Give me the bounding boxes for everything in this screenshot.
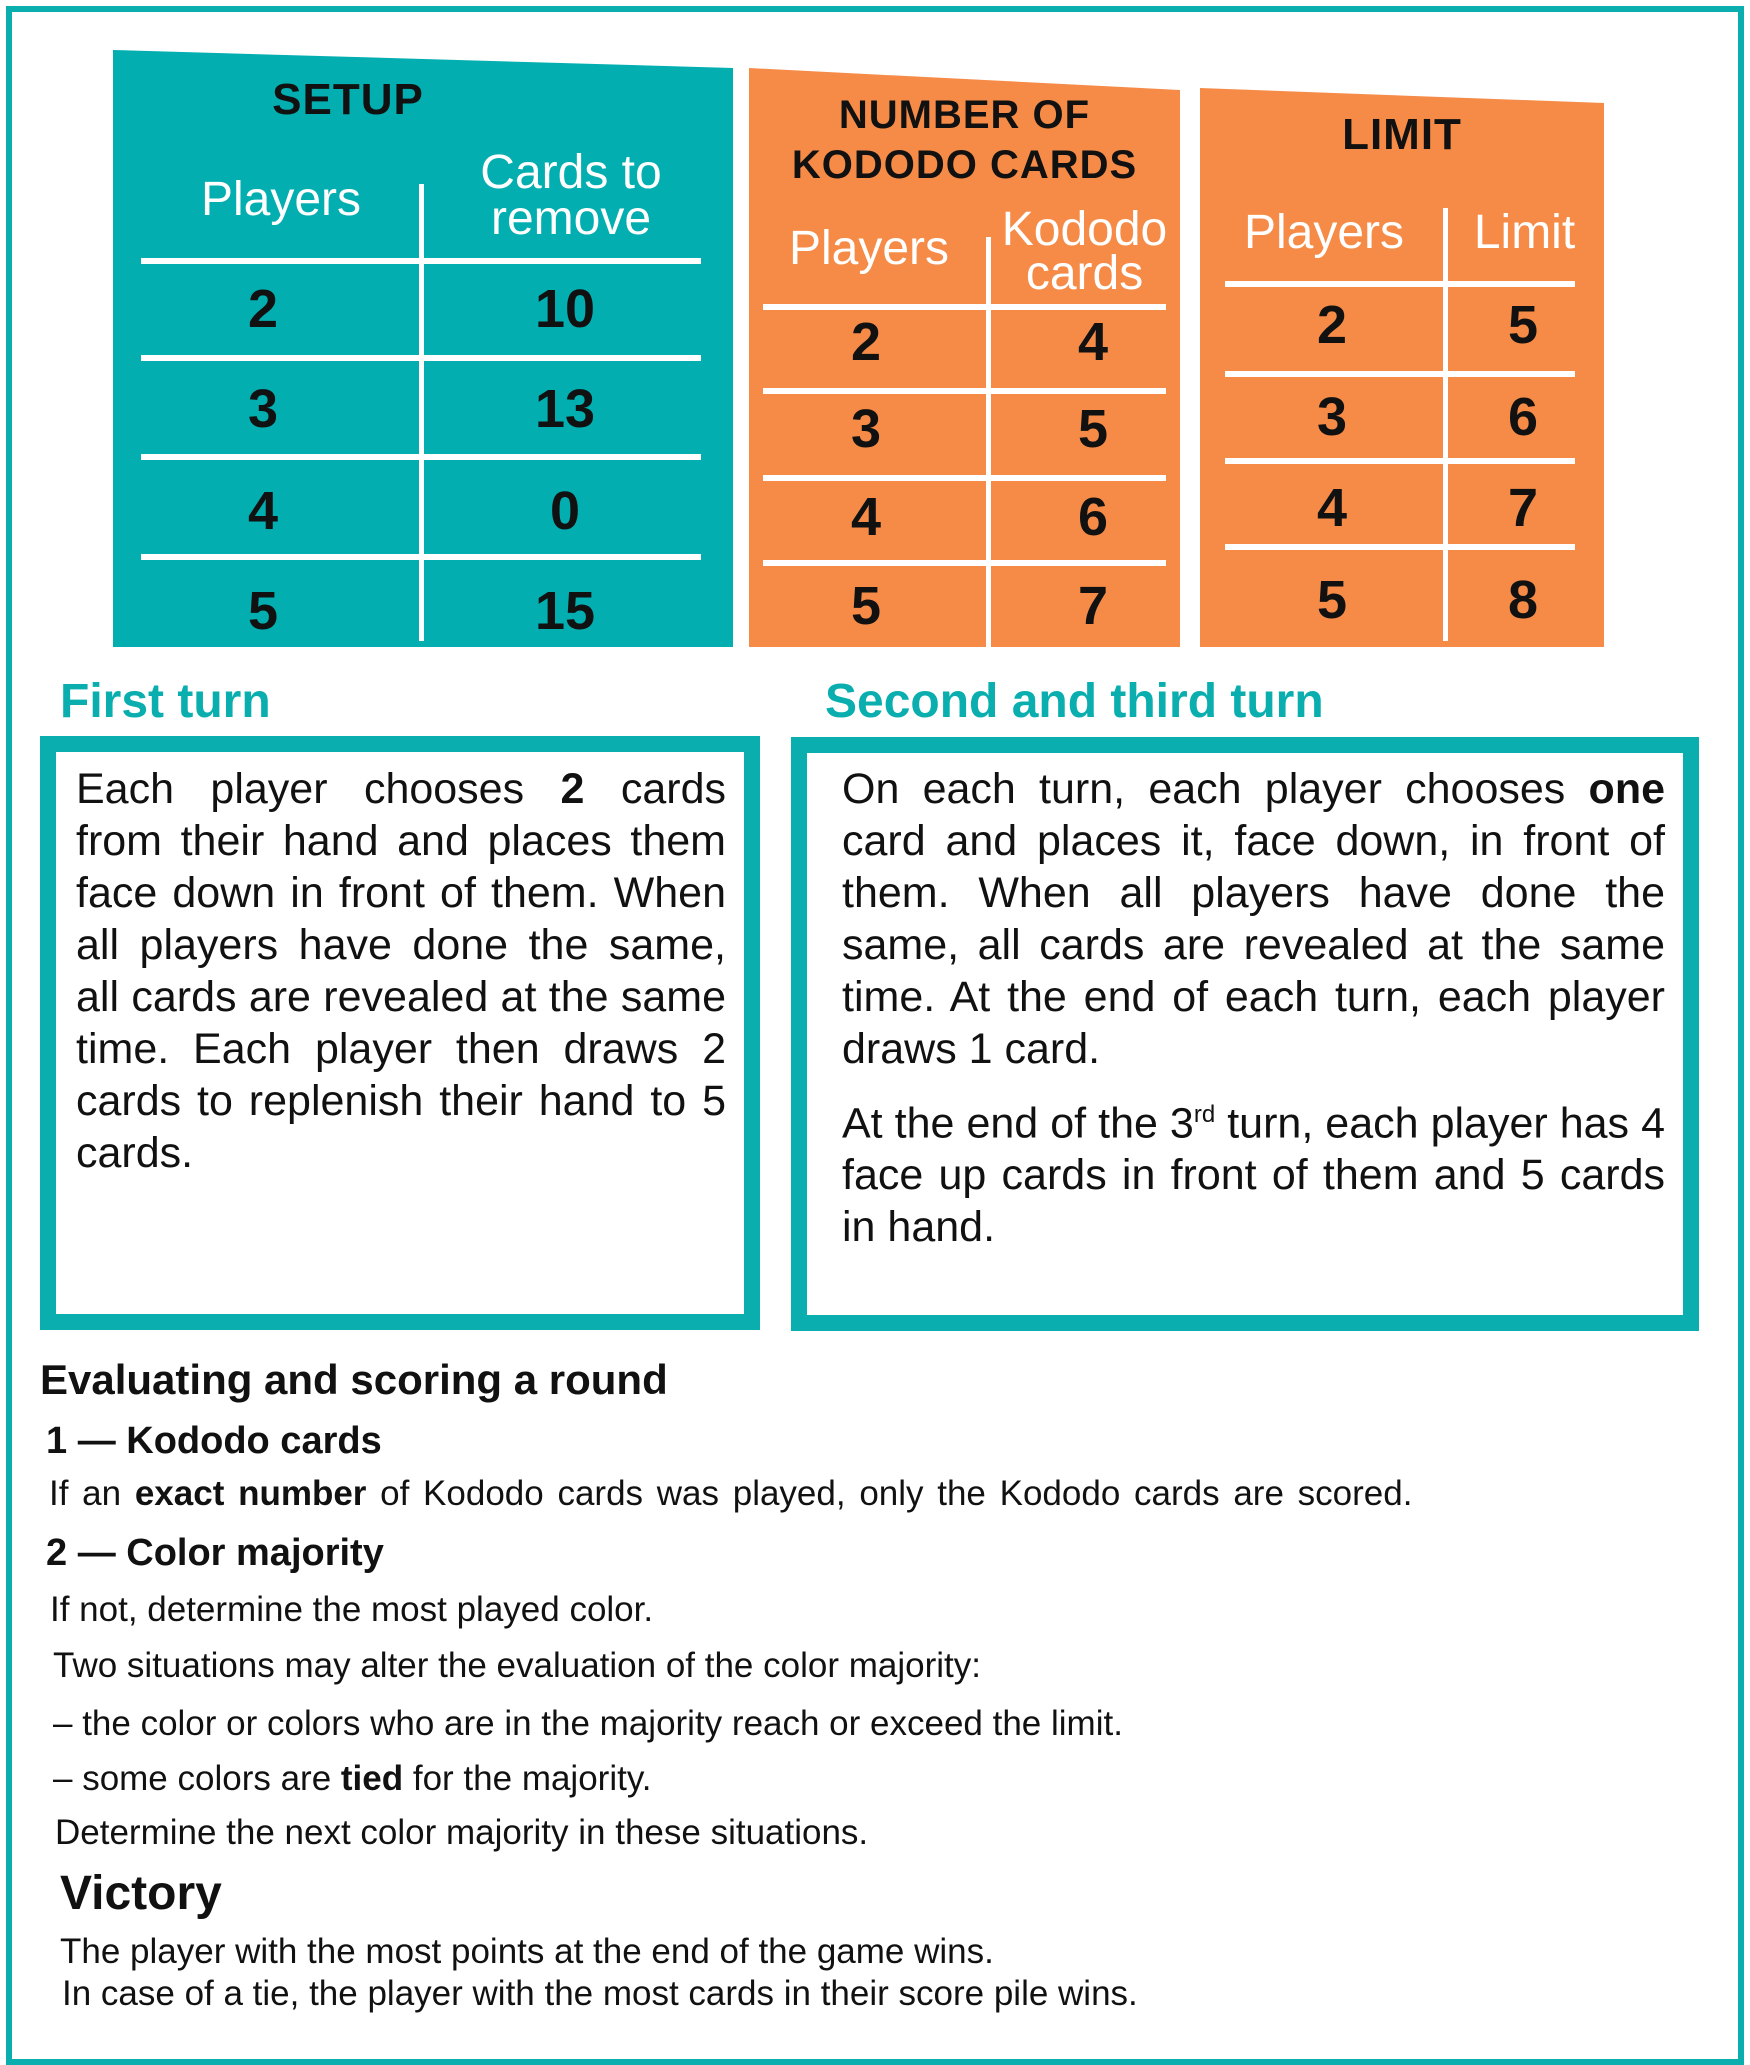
color-line-2: Two situations may alter the evaluation …: [53, 1646, 981, 1685]
cell: 5: [1077, 399, 1109, 459]
cell: 2: [850, 312, 882, 372]
cell: 3: [1316, 387, 1348, 447]
text: turn, each player has 4 face up cards in…: [842, 1099, 1665, 1252]
divider: [1225, 371, 1575, 377]
victory-line-2: In case of a tie, the player with the mo…: [62, 1974, 1138, 2013]
cell: 10: [534, 279, 596, 339]
color-line-4: – some colors are tied for the majority.: [53, 1759, 651, 1799]
color-section-heading: 2 — Color majority: [46, 1532, 384, 1574]
kododo-section-heading: 1 — Kododo cards: [46, 1420, 382, 1462]
cell: 0: [549, 481, 581, 541]
text: Each player chooses: [76, 765, 561, 813]
first-turn-box: [40, 736, 760, 1330]
text: cards from their hand and places them fa…: [76, 765, 726, 1177]
text: for the majority.: [403, 1759, 652, 1798]
label: KODODO CARDS: [791, 143, 1138, 187]
second-turn-heading: Second and third turn: [825, 675, 1324, 728]
bold-text: one: [1588, 765, 1665, 813]
setup-col-cards: Cards to remove: [421, 146, 721, 245]
cell: 2: [247, 279, 279, 339]
scoring-heading: Evaluating and scoring a round: [40, 1356, 668, 1403]
setup-title: SETUP: [272, 75, 424, 124]
kododo-title: NUMBER OF KODODO CARDS: [749, 90, 1180, 190]
text: card and places it, face down, in front …: [842, 817, 1665, 1073]
bold-text: 2: [560, 765, 585, 813]
page-border: [6, 6, 1744, 2065]
limit-col-limit: Limit: [1473, 206, 1576, 259]
divider: [763, 560, 1166, 566]
limit-table: LIMIT Players Limit 2 5 3 6 4 7 5 8: [1200, 88, 1604, 647]
label: Cards to: [480, 146, 662, 199]
label: Kododo: [1001, 203, 1168, 256]
divider: [763, 475, 1166, 481]
color-line-1: If not, determine the most played color.: [50, 1590, 654, 1629]
first-turn-heading: First turn: [60, 675, 271, 728]
divider: [763, 388, 1166, 394]
cell: 3: [850, 399, 882, 459]
cell: 15: [534, 581, 596, 641]
cell: 5: [850, 576, 882, 636]
cell: 4: [247, 481, 279, 541]
cell: 5: [1316, 570, 1348, 630]
victory-line-1: The player with the most points at the e…: [60, 1932, 994, 1971]
divider: [986, 237, 991, 647]
setup-table: SETUP Players Cards to remove 2 10 3 13 4…: [113, 50, 733, 647]
color-line-5: Determine the next color majority in the…: [55, 1813, 869, 1852]
cell: 4: [1316, 478, 1348, 538]
kododo-col-cards: Kododo cards: [989, 203, 1180, 300]
cell: 6: [1077, 487, 1109, 547]
kododo-section-text: If an exact number of Kododo cards was p…: [49, 1474, 1412, 1514]
color-line-3: – the color or colors who are in the maj…: [53, 1704, 1123, 1743]
text: – some colors are: [53, 1759, 341, 1798]
cell: 3: [247, 379, 279, 439]
text: At the end of the 3: [842, 1099, 1194, 1148]
divider: [1225, 281, 1575, 287]
label: cards: [1025, 247, 1144, 300]
limit-col-players: Players: [1243, 206, 1405, 259]
divider: [1225, 544, 1575, 550]
second-turn-text: On each turn, each player chooses one ca…: [842, 763, 1665, 1267]
label: NUMBER OF: [838, 93, 1091, 137]
bold-text: tied: [340, 1759, 404, 1798]
divider: [763, 304, 1166, 310]
setup-col-players: Players: [200, 173, 362, 226]
cell: 8: [1507, 570, 1539, 630]
divider: [1225, 458, 1575, 464]
first-turn-text: Each player chooses 2 cards from their h…: [76, 763, 726, 1193]
cell: 2: [1316, 295, 1348, 355]
text: If an: [49, 1474, 135, 1513]
cell: 5: [1507, 295, 1539, 355]
kododo-table: NUMBER OF KODODO CARDS Players Kododo card…: [749, 68, 1180, 647]
victory-heading: Victory: [60, 1867, 222, 1920]
cell: 7: [1507, 478, 1539, 538]
label: remove: [490, 192, 652, 245]
cell: 5: [247, 581, 279, 641]
cell: 4: [850, 487, 882, 547]
limit-title: LIMIT: [1342, 110, 1462, 159]
bold-text: exact number: [134, 1474, 367, 1513]
cell: 7: [1077, 576, 1109, 636]
cell: 4: [1077, 312, 1109, 372]
cell: 13: [534, 379, 596, 439]
second-turn-box: [791, 737, 1699, 1331]
superscript: rd: [1193, 1101, 1216, 1128]
divider: [419, 184, 424, 641]
cell: 6: [1507, 387, 1539, 447]
text: of Kododo cards was played, only the Kod…: [366, 1474, 1413, 1513]
kododo-col-players: Players: [788, 222, 950, 275]
text: On each turn, each player chooses: [842, 765, 1589, 813]
divider: [1443, 208, 1448, 641]
